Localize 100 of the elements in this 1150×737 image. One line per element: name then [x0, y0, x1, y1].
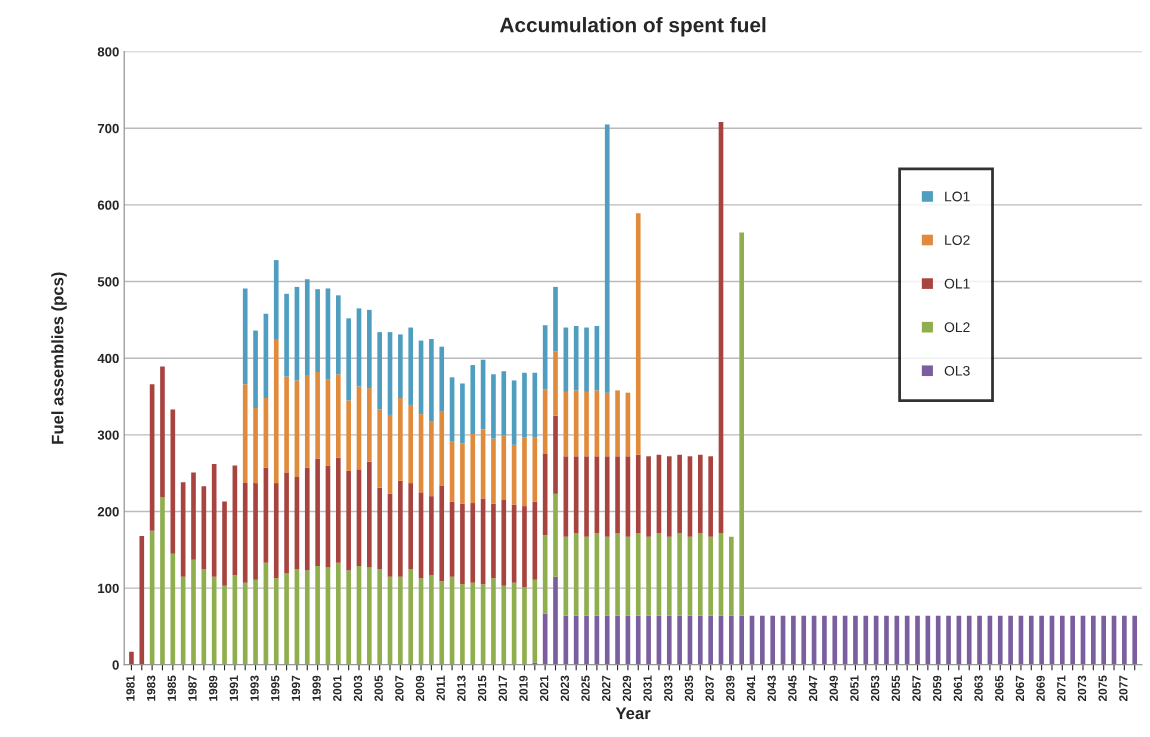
- x-tick-label: 2015: [477, 675, 487, 702]
- x-tick-label: 2059: [933, 675, 942, 702]
- x-tick-label: 2011: [436, 675, 445, 701]
- bar: [160, 496, 165, 665]
- x-tick-label: 1993: [250, 675, 259, 701]
- bar: [304, 570, 310, 665]
- bar: [398, 334, 403, 399]
- bar: [253, 579, 258, 665]
- bar: [304, 279, 310, 376]
- bar: [315, 289, 320, 372]
- bar: [377, 409, 382, 488]
- chart-title: Accumulation of spent fuel: [499, 17, 766, 37]
- bar: [191, 559, 196, 665]
- bar: [242, 288, 248, 385]
- x-tick-label: 1997: [291, 675, 301, 701]
- bar: [1008, 615, 1013, 665]
- bar: [729, 615, 734, 665]
- bar: [604, 392, 610, 457]
- y-tick-label: 200: [97, 507, 119, 517]
- bar: [677, 615, 682, 665]
- bar: [315, 565, 320, 665]
- bar: [615, 390, 620, 457]
- bar: [760, 615, 765, 665]
- bar: [242, 483, 248, 583]
- bar: [573, 456, 579, 533]
- bar: [273, 339, 279, 484]
- bar: [1070, 615, 1075, 665]
- bar: [915, 615, 920, 665]
- bar: [832, 615, 838, 665]
- bar: [211, 576, 217, 665]
- x-tick-label: 2045: [788, 675, 797, 702]
- bar: [584, 327, 589, 392]
- bar: [439, 411, 445, 486]
- bar: [304, 375, 310, 468]
- legend-label: LO1: [945, 191, 970, 202]
- bar: [273, 578, 279, 665]
- bar: [584, 391, 589, 457]
- x-tick-label: 1981: [126, 675, 135, 701]
- bar: [615, 456, 620, 533]
- bar: [522, 506, 527, 588]
- y-tick-label: 500: [97, 277, 119, 287]
- x-tick-label: 2017: [498, 675, 507, 702]
- bar: [666, 536, 672, 616]
- bar: [284, 376, 289, 473]
- x-tick-label: 2035: [684, 675, 694, 702]
- bar: [966, 615, 972, 665]
- bar: [729, 536, 734, 616]
- bar: [553, 351, 558, 416]
- bar: [470, 582, 476, 665]
- x-tick-label: 2005: [374, 675, 383, 702]
- bar: [429, 575, 434, 665]
- bar: [501, 585, 507, 665]
- bar: [253, 408, 258, 484]
- bar: [604, 456, 610, 537]
- bar: [770, 615, 776, 665]
- bar: [791, 615, 796, 665]
- bar: [222, 585, 227, 665]
- bar: [532, 579, 538, 663]
- y-axis-title: Fuel assemblies (pcs): [51, 272, 67, 444]
- bar: [335, 374, 341, 458]
- legend-label: OL1: [944, 278, 970, 289]
- x-tick-label: 2037: [705, 675, 714, 702]
- bar: [273, 260, 279, 340]
- x-tick-label: 2029: [622, 675, 632, 702]
- bar: [553, 576, 558, 665]
- x-tick-label: 2057: [912, 675, 921, 702]
- bar: [346, 470, 351, 571]
- x-tick-label: 2019: [519, 675, 528, 702]
- bar: [460, 383, 465, 444]
- x-tick-label: 2065: [995, 675, 1004, 702]
- bar: [677, 454, 682, 533]
- bar: [377, 568, 382, 665]
- bar: [884, 615, 889, 665]
- bar: [1059, 615, 1065, 665]
- bar: [946, 615, 951, 665]
- bar: [460, 503, 465, 585]
- bar: [398, 576, 403, 665]
- bar: [139, 536, 145, 665]
- bar: [346, 400, 351, 471]
- x-tick-label: 2049: [829, 675, 838, 702]
- bar: [491, 578, 496, 665]
- bar: [522, 372, 527, 438]
- bar: [315, 458, 320, 566]
- bar: [522, 587, 527, 665]
- x-tick-label: 2001: [333, 675, 342, 702]
- y-tick-label: 600: [97, 200, 119, 210]
- bar: [429, 496, 434, 576]
- x-tick-label: 2075: [1098, 675, 1107, 702]
- bar: [222, 501, 227, 586]
- bar: [273, 483, 279, 579]
- bar: [501, 371, 507, 436]
- bar: [304, 467, 310, 571]
- bar: [853, 615, 858, 665]
- bar: [439, 581, 445, 665]
- bar: [170, 553, 176, 665]
- bar: [553, 286, 558, 352]
- bar: [129, 651, 134, 665]
- bar: [1122, 615, 1127, 665]
- bar: [532, 372, 538, 438]
- bar: [408, 327, 414, 405]
